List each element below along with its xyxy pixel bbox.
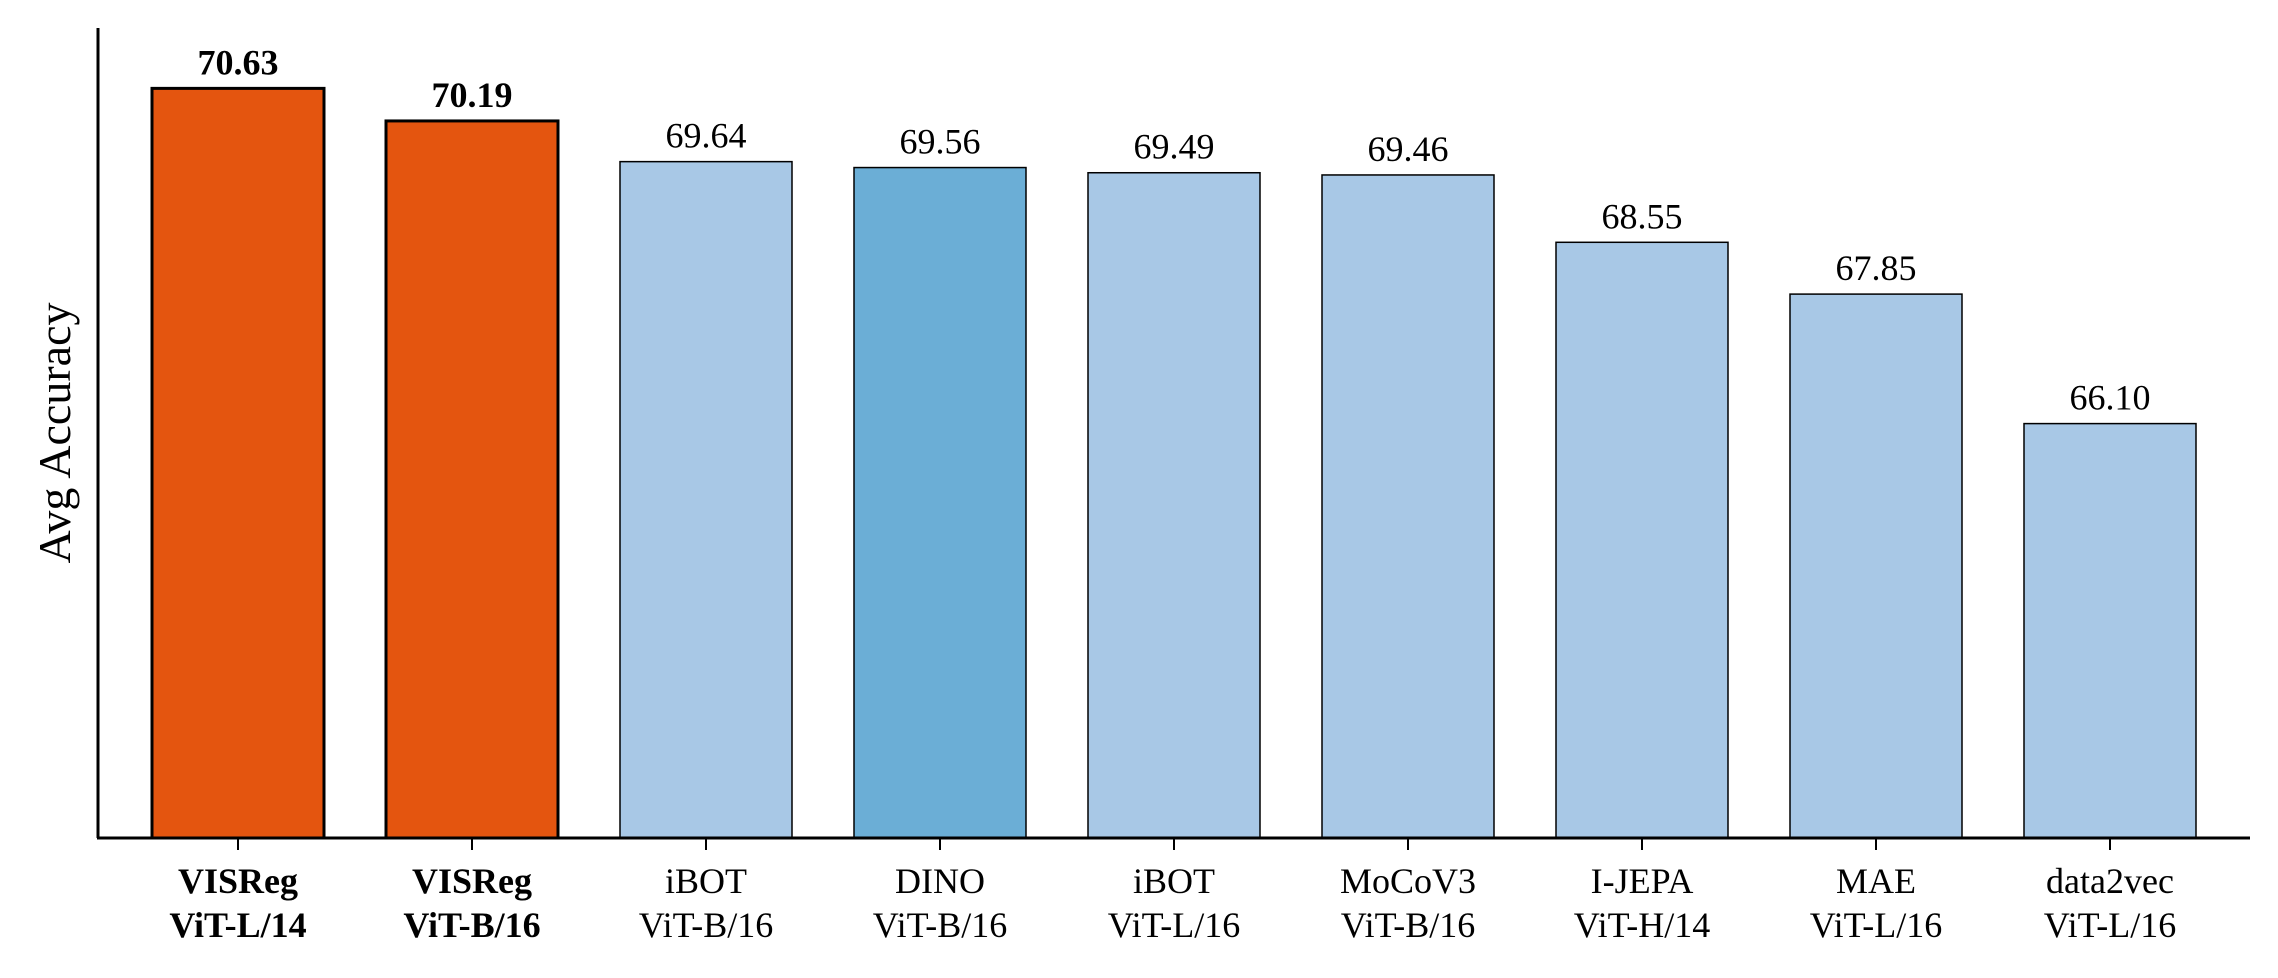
bar-ibot-vit-l-16 — [1087, 171, 1261, 839]
bar-visreg-vit-b-16 — [384, 119, 560, 840]
value-label-ibot-vit-l-16: 69.49 — [1134, 127, 1215, 167]
bar-ibot-vit-b-16 — [619, 160, 793, 839]
x-tick-label-ibot-vit-b-16-line2: ViT-B/16 — [639, 905, 774, 945]
bar-mae-vit-l-16 — [1789, 293, 1963, 839]
x-tick-label-dino-vit-b-16-line2: ViT-B/16 — [873, 905, 1008, 945]
x-tick-label-mae-vit-l-16-line1: MAE — [1836, 861, 1916, 901]
x-tick-label-i-jepa-vit-h-14-line2: ViT-H/14 — [1574, 905, 1711, 945]
bar-mocov3-vit-b-16 — [1321, 174, 1495, 839]
value-label-mocov3-vit-b-16: 69.46 — [1368, 129, 1449, 169]
y-axis-title: Avg Accuracy — [29, 303, 80, 564]
value-label-ibot-vit-b-16: 69.64 — [666, 116, 747, 156]
x-tick-label-i-jepa-vit-h-14-line1: I-JEPA — [1591, 861, 1694, 901]
x-tick-label-ibot-vit-l-16-line2: ViT-L/16 — [1108, 905, 1241, 945]
x-tick-label-data2vec-vit-l-16-line2: ViT-L/16 — [2044, 905, 2177, 945]
x-tick-label-ibot-vit-l-16-line1: iBOT — [1133, 861, 1215, 901]
value-label-dino-vit-b-16: 69.56 — [900, 122, 981, 162]
x-tick-label-data2vec-vit-l-16-line1: data2vec — [2046, 861, 2174, 901]
x-tick-label-visreg-vit-b-16-line1: VISReg — [412, 861, 532, 901]
value-label-mae-vit-l-16: 67.85 — [1836, 248, 1917, 288]
bar-dino-vit-b-16 — [853, 166, 1027, 839]
x-tick-label-dino-vit-b-16-line1: DINO — [895, 861, 985, 901]
x-tick-label-visreg-vit-l-14-line1: VISReg — [178, 861, 298, 901]
x-ticks-group: VISRegViT-L/14VISRegViT-B/16iBOTViT-B/16… — [169, 838, 2176, 945]
x-tick-label-mocov3-vit-b-16-line2: ViT-B/16 — [1341, 905, 1476, 945]
bars-group — [150, 86, 2197, 840]
bar-data2vec-vit-l-16 — [2023, 422, 2197, 839]
x-tick-label-visreg-vit-b-16-line2: ViT-B/16 — [403, 905, 540, 945]
value-label-visreg-vit-l-14: 70.63 — [198, 42, 279, 82]
value-label-i-jepa-vit-h-14: 68.55 — [1602, 196, 1683, 236]
x-tick-label-visreg-vit-l-14-line2: ViT-L/14 — [169, 905, 306, 945]
bar-visreg-vit-l-14 — [150, 86, 326, 840]
value-label-data2vec-vit-l-16: 66.10 — [2070, 378, 2151, 418]
value-label-visreg-vit-b-16: 70.19 — [432, 75, 513, 115]
value-labels-group: 70.63 70.19 69.64 69.56 69.49 69.46 68.55 67.85… — [198, 42, 2151, 417]
x-tick-label-mae-vit-l-16-line2: ViT-L/16 — [1810, 905, 1943, 945]
bar-i-jepa-vit-h-14 — [1555, 241, 1729, 839]
x-tick-label-mocov3-vit-b-16-line1: MoCoV3 — [1340, 861, 1476, 901]
x-tick-label-ibot-vit-b-16-line1: iBOT — [665, 861, 747, 901]
